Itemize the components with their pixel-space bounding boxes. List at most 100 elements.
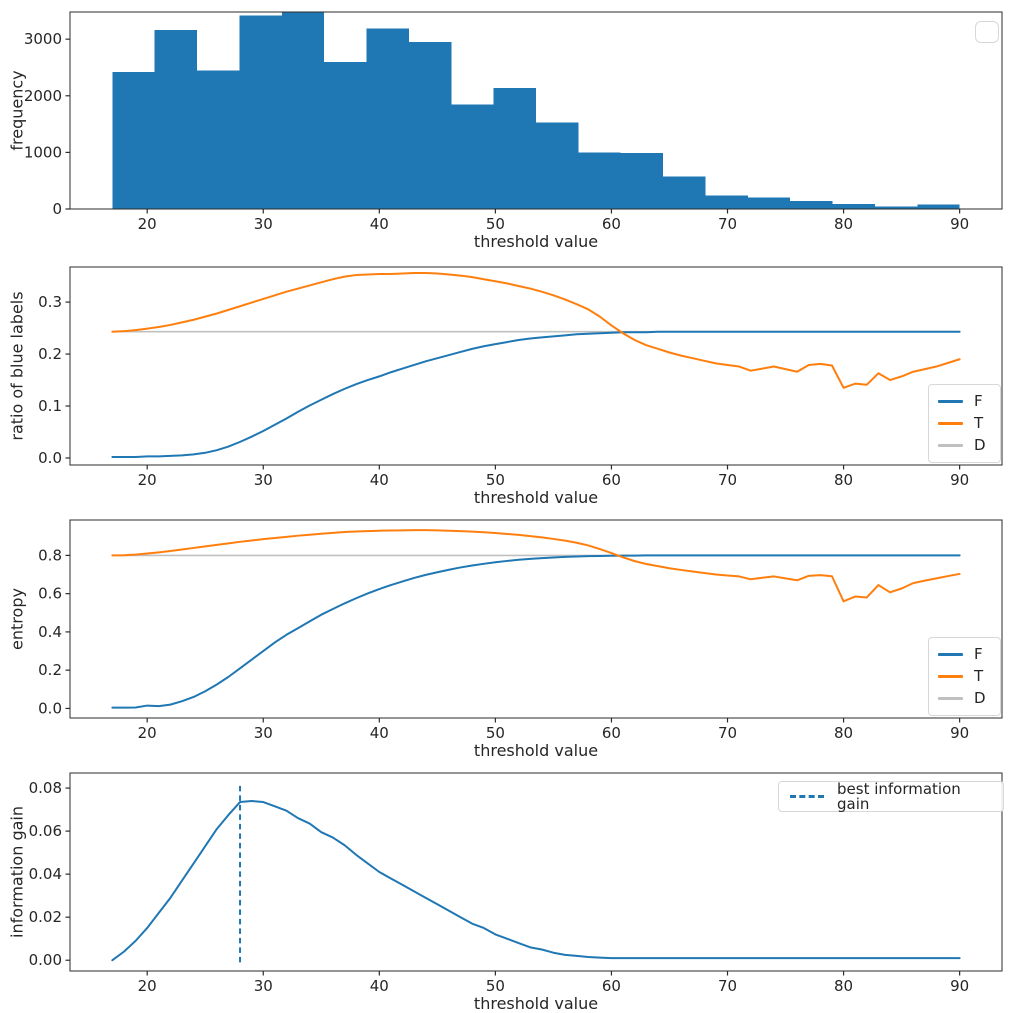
y-tick-label: 0.08: [29, 779, 62, 797]
x-tick-label: 90: [950, 977, 969, 995]
x-tick-label: 60: [602, 724, 621, 742]
legend-line-sample-F: [938, 652, 963, 656]
histogram-bar: [197, 70, 240, 210]
x-tick-label: 30: [254, 724, 273, 742]
legend-label-F: F: [974, 644, 983, 663]
legend-label-D: D: [974, 436, 986, 455]
y-tick-label: 1000: [24, 143, 62, 161]
x-tick-label: 90: [950, 724, 969, 742]
legend-line-sample-T: [938, 674, 963, 678]
series-line-F: [111, 330, 961, 458]
x-tick-label: 30: [254, 215, 273, 233]
legend-line-sample-T: [938, 421, 963, 425]
x-tick-label: 50: [486, 215, 505, 233]
x-axis-label: threshold value: [474, 741, 598, 759]
x-tick-label: 20: [138, 215, 157, 233]
histogram-bar: [112, 72, 155, 210]
legend-entropy: F T D: [928, 637, 1001, 716]
histogram-bar: [917, 204, 960, 209]
series-line-T: [111, 271, 961, 389]
x-axis-label: threshold value: [474, 232, 598, 251]
legend-label-D: D: [974, 689, 986, 708]
y-tick-label: 0.1: [38, 397, 62, 415]
y-tick-label: 0.6: [38, 585, 62, 603]
x-axis-label: threshold value: [474, 488, 598, 506]
y-tick-label: 0.3: [38, 293, 62, 311]
histogram-bar: [324, 61, 367, 209]
y-axis-label: information gain: [8, 806, 27, 938]
histogram-bar: [536, 122, 579, 209]
x-tick-label: 50: [486, 471, 505, 489]
axes-spines: [69, 519, 1003, 719]
histogram-bar: [154, 30, 198, 209]
x-tick-label: 80: [834, 471, 853, 489]
x-tick-label: 20: [138, 471, 157, 489]
x-tick-label: 50: [486, 977, 505, 995]
y-axis-label: ratio of blue labels: [8, 291, 27, 440]
entropy-canvas: 20 30 40 50 60 70 80 90 0.0 0.2 0.4 0.6 0.8 threshold…: [8, 519, 1003, 759]
x-tick-label: 80: [834, 724, 853, 742]
legend-dashed-line-sample: [790, 795, 824, 798]
y-tick-label: 0.0: [38, 449, 62, 467]
y-tick-label: 0.06: [29, 822, 62, 840]
legend-label-F: F: [974, 391, 983, 410]
axes-spines: [69, 11, 1003, 210]
y-tick-label: 0.4: [38, 623, 62, 641]
subplot-information-gain: 20 30 40 50 60 70 80 90 0.00 0.02 0.04 0.06 0.08 thre…: [0, 759, 1012, 1013]
histogram-bar: [493, 87, 536, 209]
histogram-bar: [451, 104, 494, 209]
legend-line-sample-D: [938, 697, 963, 701]
x-tick-label: 60: [602, 977, 621, 995]
legend-ratio: F T D: [928, 384, 1001, 463]
x-tick-label: 70: [718, 471, 737, 489]
x-tick-label: 90: [950, 471, 969, 489]
y-tick-label: 0.8: [38, 546, 62, 564]
histogram-bar: [620, 153, 664, 209]
x-tick-label: 50: [486, 724, 505, 742]
legend-item-D: D: [938, 691, 991, 706]
histogram-bar: [281, 12, 325, 210]
y-tick-label: 0.00: [29, 951, 62, 969]
x-tick-label: 60: [602, 215, 621, 233]
histogram-bar: [578, 152, 621, 209]
series-line-F: [111, 554, 961, 709]
x-tick-label: 90: [950, 215, 969, 233]
empty-legend-box: [975, 21, 999, 43]
legend-label-T: T: [974, 666, 984, 685]
x-tick-label: 60: [602, 471, 621, 489]
frequency-histogram-canvas: 20 30 40 50 60 70 80 90 0 1000 2000 3000 threshold v…: [8, 11, 1003, 251]
legend-line-sample-F: [938, 399, 963, 403]
y-axis-label: entropy: [8, 588, 27, 650]
histogram-bar: [239, 15, 282, 210]
histogram-bar: [408, 42, 452, 210]
y-tick-label: 0.2: [38, 345, 62, 363]
y-axis-label: frequency: [8, 70, 27, 150]
legend-label-T: T: [974, 413, 984, 432]
x-tick-label: 70: [718, 724, 737, 742]
x-tick-label: 40: [370, 724, 389, 742]
y-tick-label: 0.02: [29, 908, 62, 926]
y-tick-label: 0: [52, 200, 62, 218]
legend-item-F: F: [938, 644, 991, 663]
subplot-ratio-of-blue-labels: 20 30 40 50 60 70 80 90 0.0 0.1 0.2 0.3 threshold va…: [0, 253, 1012, 506]
x-tick-label: 70: [718, 215, 737, 233]
legend-best-information-gain: best information gain: [778, 781, 1004, 812]
information-gain-canvas: 20 30 40 50 60 70 80 90 0.00 0.02 0.04 0.06 0.08 thre…: [8, 772, 1003, 1013]
y-tick-label: 0.04: [29, 865, 62, 883]
legend-item-F: F: [938, 391, 991, 410]
x-tick-label: 70: [718, 977, 737, 995]
x-tick-label: 20: [138, 977, 157, 995]
histogram-bar: [366, 28, 409, 209]
x-tick-label: 30: [254, 977, 273, 995]
axes-spines: [69, 772, 1003, 972]
histogram-bar: [705, 195, 748, 209]
series-line-T: [111, 529, 961, 603]
x-tick-label: 30: [254, 471, 273, 489]
subplot-frequency-histogram: 20 30 40 50 60 70 80 90 0 1000 2000 3000 threshold v…: [0, 0, 1012, 253]
histogram-bar: [747, 197, 791, 209]
x-tick-label: 80: [834, 977, 853, 995]
legend-item-D: D: [938, 438, 991, 453]
x-tick-label: 40: [370, 215, 389, 233]
x-tick-label: 20: [138, 724, 157, 742]
